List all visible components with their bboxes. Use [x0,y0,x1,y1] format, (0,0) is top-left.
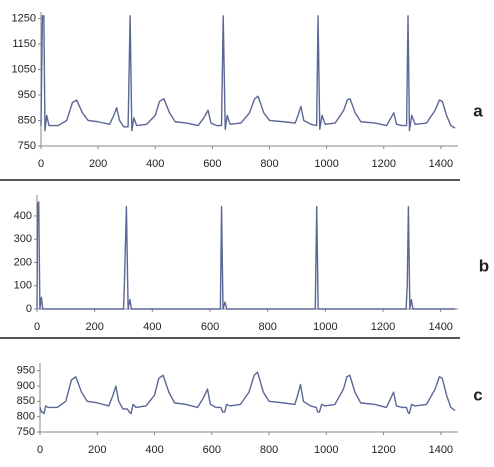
panel-label: c [473,385,482,404]
x-tick-label: 400 [143,321,161,333]
x-tick-label: 1200 [371,444,395,456]
x-tick-label: 1000 [314,444,338,456]
x-tick-label: 1400 [429,158,453,170]
y-tick-label: 850 [18,114,36,126]
x-tick-label: 0 [34,321,40,333]
y-tick-label: 750 [18,140,36,152]
x-tick-label: 400 [146,158,164,170]
y-tick-label: 950 [17,365,35,377]
signal-line [39,371,456,415]
x-tick-label: 800 [259,321,277,333]
y-tick-label: 200 [14,256,32,268]
x-tick-label: 800 [260,158,278,170]
y-tick-label: 850 [17,395,35,407]
y-tick-label: 750 [17,426,35,438]
x-tick-label: 600 [201,321,219,333]
x-tick-label: 200 [88,444,106,456]
x-tick-label: 1000 [313,321,337,333]
x-tick-label: 200 [89,158,107,170]
x-tick-label: 400 [145,444,163,456]
panel-label: a [473,101,483,120]
y-tick-label: 300 [14,233,32,245]
x-tick-label: 600 [203,158,221,170]
y-tick-label: 1250 [12,12,36,24]
signal-line [36,201,456,310]
signal-line [40,15,456,132]
x-tick-label: 800 [260,444,278,456]
y-tick-label: 0 [26,303,32,315]
y-tick-label: 900 [17,380,35,392]
y-tick-label: 1150 [12,38,36,50]
x-tick-label: 0 [37,444,43,456]
x-tick-label: 1200 [371,158,395,170]
x-tick-label: 200 [85,321,103,333]
y-tick-label: 800 [17,411,35,423]
y-tick-label: 100 [14,280,32,292]
x-tick-label: 600 [203,444,221,456]
y-tick-label: 400 [14,210,32,222]
x-tick-label: 1000 [314,158,338,170]
x-tick-label: 0 [38,158,44,170]
x-tick-label: 1400 [428,321,452,333]
y-tick-label: 950 [18,89,36,101]
x-tick-label: 1400 [429,444,453,456]
x-tick-label: 1200 [371,321,395,333]
y-tick-label: 1050 [12,63,36,75]
panel-label: b [479,256,489,275]
